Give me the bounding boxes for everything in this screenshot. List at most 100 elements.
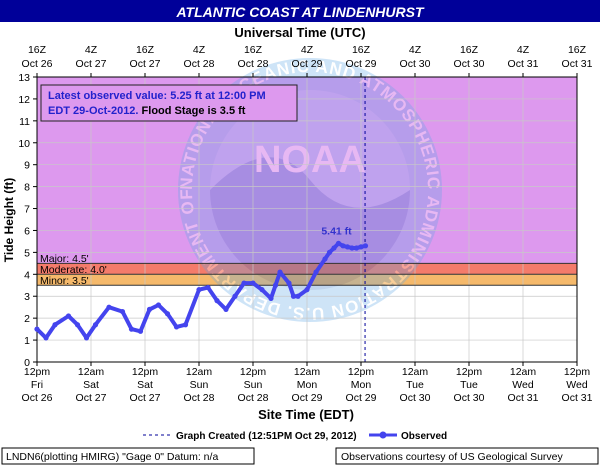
top-tick-date: Oct 31 bbox=[562, 58, 593, 70]
observed-point bbox=[286, 280, 292, 286]
top-tick-date: Oct 27 bbox=[76, 58, 107, 70]
observed-point bbox=[65, 313, 72, 319]
observed-point bbox=[250, 280, 256, 286]
bottom-tick-time: 12pm bbox=[240, 366, 267, 378]
y-tick-label: 0 bbox=[24, 357, 30, 369]
bottom-tick-time: 12am bbox=[78, 366, 105, 378]
top-tick-date: Oct 28 bbox=[238, 58, 269, 70]
footer-right-box bbox=[335, 447, 599, 465]
bottom-tick-time: 12pm bbox=[456, 366, 483, 378]
y-tick-label: 7 bbox=[24, 204, 30, 216]
observed-point bbox=[313, 269, 319, 275]
bottom-tick-time: 12pm bbox=[24, 366, 51, 378]
bottom-tick-time: 12am bbox=[402, 366, 429, 378]
legend: Graph Created (12:51PM Oct 29, 2012) Obs… bbox=[143, 431, 447, 442]
top-tick-date: Oct 30 bbox=[454, 58, 485, 70]
observed-point bbox=[106, 304, 112, 310]
bottom-tick-date: Oct 29 bbox=[292, 392, 323, 404]
bottom-tick-date: Oct 27 bbox=[76, 392, 107, 404]
observed-point bbox=[128, 326, 135, 332]
chart-title: ATLANTIC COAST AT LINDENHURST bbox=[175, 4, 424, 20]
top-tick-date: Oct 27 bbox=[130, 58, 161, 70]
observed-point bbox=[137, 328, 144, 334]
observed-point bbox=[155, 302, 162, 308]
observed-point bbox=[295, 293, 301, 299]
top-tick-label: 4Z bbox=[517, 44, 530, 56]
y-tick-label: 11 bbox=[19, 116, 30, 128]
bottom-tick-day: Wed bbox=[566, 379, 588, 391]
bottom-tick-date: Oct 30 bbox=[400, 392, 431, 404]
observed-point bbox=[92, 322, 99, 328]
y-tick-label: 5 bbox=[24, 247, 30, 259]
y-tick-label: 3 bbox=[24, 291, 30, 303]
observed-point bbox=[322, 256, 328, 262]
bottom-tick-day: Sat bbox=[83, 379, 99, 391]
top-tick-label: 4Z bbox=[193, 44, 206, 56]
y-axis-title: Tide Height (ft) bbox=[2, 178, 16, 262]
bottom-tick-day: Sat bbox=[137, 379, 153, 391]
top-tick-label: 16Z bbox=[352, 44, 371, 56]
top-axis-title: Universal Time (UTC) bbox=[234, 25, 365, 40]
flood-stage-label: Minor: 3.5' bbox=[40, 275, 89, 287]
y-tick-label: 9 bbox=[24, 160, 30, 172]
top-tick-date: Oct 29 bbox=[292, 58, 323, 70]
observed-point bbox=[304, 287, 310, 293]
observed-point bbox=[43, 335, 49, 341]
y-tick-label: 10 bbox=[18, 138, 30, 150]
watermark-center-text: NOAA bbox=[254, 139, 366, 181]
bottom-tick-day: Tue bbox=[460, 379, 478, 391]
svg-text:EDT 29-Oct-2012. Flood Stage i: EDT 29-Oct-2012. Flood Stage is 3.5 ft bbox=[48, 105, 246, 117]
y-tick-label: 8 bbox=[24, 182, 30, 194]
observed-point bbox=[344, 244, 351, 250]
bottom-tick-date: Oct 26 bbox=[22, 392, 53, 404]
y-tick-label: 13 bbox=[18, 72, 30, 84]
bottom-tick-date: Oct 28 bbox=[184, 392, 215, 404]
footer-left: LNDN6(plotting HMIRG) "Gage 0" Datum: n/… bbox=[6, 451, 218, 463]
observed-point bbox=[290, 293, 297, 299]
observed-point bbox=[182, 322, 189, 328]
observed-point bbox=[52, 322, 58, 328]
observed-point bbox=[272, 282, 279, 288]
bottom-tick-time: 12pm bbox=[348, 366, 375, 378]
bottom-axis-title: Site Time (EDT) bbox=[258, 407, 354, 422]
y-tick-label: 12 bbox=[18, 94, 30, 106]
top-tick-date: Oct 31 bbox=[508, 58, 539, 70]
bottom-tick-date: Oct 31 bbox=[562, 392, 593, 404]
top-tick-label: 4Z bbox=[409, 44, 422, 56]
bottom-tick-date: Oct 30 bbox=[454, 392, 485, 404]
peak-value-label: 5.41 ft bbox=[321, 225, 352, 237]
top-tick-date: Oct 30 bbox=[400, 58, 431, 70]
latest-observation-box: Latest observed value: 5.25 ft at 12:00 … bbox=[40, 84, 298, 122]
observed-point bbox=[349, 245, 355, 251]
top-tick-label: 16Z bbox=[460, 44, 479, 56]
title-bar bbox=[0, 0, 600, 22]
observed-point bbox=[196, 287, 202, 293]
observed-point bbox=[268, 295, 274, 302]
observed-point bbox=[335, 240, 342, 246]
top-tick-label: 4Z bbox=[85, 44, 98, 56]
bottom-tick-day: Mon bbox=[297, 379, 318, 391]
info-line-2b: Flood Stage is 3.5 ft bbox=[142, 105, 246, 117]
observed-point bbox=[331, 245, 337, 251]
top-tick-label: 16Z bbox=[28, 44, 47, 56]
observed-point bbox=[146, 306, 153, 312]
legend-observed-marker bbox=[379, 431, 387, 439]
bottom-tick-date: Oct 31 bbox=[508, 392, 539, 404]
bottom-tick-day: Wed bbox=[512, 379, 534, 391]
observed-point bbox=[223, 306, 229, 312]
observed-point bbox=[205, 284, 211, 291]
top-tick-date: Oct 28 bbox=[184, 58, 215, 70]
legend-observed-label: Observed bbox=[401, 431, 447, 442]
top-tick-label: 16Z bbox=[136, 44, 155, 56]
observed-point bbox=[173, 324, 180, 330]
observed-point bbox=[119, 308, 126, 315]
top-tick-date: Oct 26 bbox=[22, 58, 53, 70]
flood-stage-label: Moderate: 4.0' bbox=[40, 264, 107, 276]
info-line-2a: EDT 29-Oct-2012. bbox=[48, 105, 142, 117]
bottom-tick-day: Tue bbox=[406, 379, 424, 391]
bottom-tick-time: 12am bbox=[294, 366, 321, 378]
top-tick-label: 16Z bbox=[568, 44, 587, 56]
observed-point bbox=[326, 249, 333, 255]
bottom-tick-date: Oct 29 bbox=[346, 392, 377, 404]
bottom-tick-day: Sun bbox=[190, 379, 209, 391]
